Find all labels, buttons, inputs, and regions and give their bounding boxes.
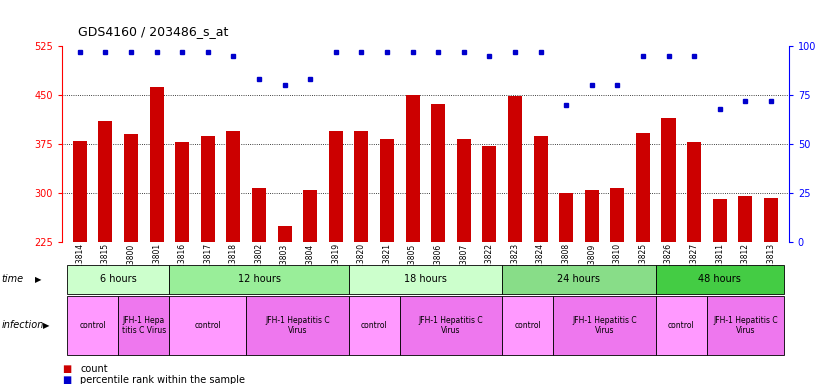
Text: control: control xyxy=(361,321,387,330)
Text: JFH-1 Hepatitis C
Virus: JFH-1 Hepatitis C Virus xyxy=(419,316,483,335)
Text: percentile rank within the sample: percentile rank within the sample xyxy=(80,375,245,384)
Text: JFH-1 Hepa
titis C Virus: JFH-1 Hepa titis C Virus xyxy=(121,316,166,335)
Bar xyxy=(764,197,778,242)
Text: GDS4160 / 203486_s_at: GDS4160 / 203486_s_at xyxy=(78,25,229,38)
Text: JFH-1 Hepatitis C
Virus: JFH-1 Hepatitis C Virus xyxy=(265,316,330,335)
Bar xyxy=(457,139,471,242)
Bar xyxy=(303,190,317,242)
Bar xyxy=(636,133,650,242)
Bar xyxy=(124,134,138,242)
Text: 12 hours: 12 hours xyxy=(238,274,281,285)
Bar xyxy=(175,142,189,242)
Bar xyxy=(278,226,292,242)
Text: infection: infection xyxy=(2,320,44,331)
Bar xyxy=(687,142,701,242)
Bar xyxy=(482,146,496,242)
Text: count: count xyxy=(80,364,107,374)
Bar xyxy=(252,188,266,242)
Bar xyxy=(713,200,727,242)
Bar xyxy=(610,188,624,242)
Bar xyxy=(73,141,87,242)
Text: ■: ■ xyxy=(62,364,71,374)
Bar xyxy=(585,190,599,242)
Bar xyxy=(201,136,215,242)
Bar xyxy=(150,87,164,242)
Text: control: control xyxy=(79,321,106,330)
Bar xyxy=(559,193,573,242)
Text: JFH-1 Hepatitis C
Virus: JFH-1 Hepatitis C Virus xyxy=(572,316,637,335)
Text: control: control xyxy=(668,321,695,330)
Text: control: control xyxy=(194,321,221,330)
Text: control: control xyxy=(515,321,541,330)
Bar xyxy=(431,104,445,242)
Bar xyxy=(738,196,752,242)
Text: 24 hours: 24 hours xyxy=(558,274,601,285)
Text: 18 hours: 18 hours xyxy=(404,274,447,285)
Bar xyxy=(98,121,112,242)
Bar xyxy=(406,95,420,242)
Text: 48 hours: 48 hours xyxy=(698,274,741,285)
Text: ▶: ▶ xyxy=(35,275,41,284)
Bar xyxy=(662,118,676,242)
Bar xyxy=(534,136,548,242)
Bar xyxy=(354,131,368,242)
Bar xyxy=(380,139,394,242)
Text: ▶: ▶ xyxy=(43,321,50,330)
Bar xyxy=(508,96,522,242)
Text: JFH-1 Hepatitis C
Virus: JFH-1 Hepatitis C Virus xyxy=(713,316,777,335)
Text: time: time xyxy=(2,274,24,285)
Bar xyxy=(329,131,343,242)
Text: 6 hours: 6 hours xyxy=(100,274,136,285)
Bar xyxy=(226,131,240,242)
Text: ■: ■ xyxy=(62,375,71,384)
